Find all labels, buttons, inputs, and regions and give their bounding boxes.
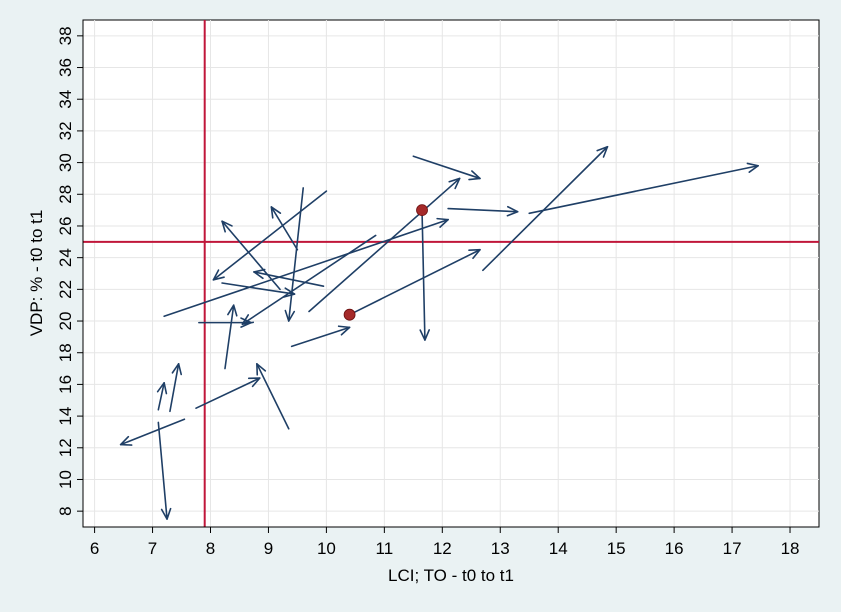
x-tick-label: 11 <box>376 539 394 558</box>
x-tick-label: 10 <box>317 539 336 558</box>
arrow-shaft <box>308 177 461 313</box>
arrow-shaft <box>221 220 281 291</box>
points <box>343 204 428 321</box>
arrow-head <box>156 382 168 395</box>
arrow-head <box>596 145 609 158</box>
arrow-head <box>506 205 519 217</box>
arrow-head <box>227 304 238 317</box>
arrow-head <box>448 177 461 190</box>
y-tick-label: 20 <box>56 312 75 331</box>
arrow-head <box>256 363 267 376</box>
y-tick-label: 22 <box>56 280 75 299</box>
x-tick-label: 14 <box>549 539 568 558</box>
y-tick-label: 10 <box>56 470 75 489</box>
arrow-head <box>419 329 430 341</box>
arrow-shaft <box>287 187 305 322</box>
arrow-shaft <box>241 234 377 326</box>
y-axis-title: VDP: % - t0 to t1 <box>27 210 46 337</box>
y-tick-label: 32 <box>56 121 75 140</box>
arrow-shaft <box>270 206 299 251</box>
x-tick-label: 12 <box>433 539 452 558</box>
x-tick-label: 9 <box>264 539 273 558</box>
arrow-head <box>436 217 449 228</box>
x-tick-label: 6 <box>90 539 99 558</box>
arrow-shaft <box>169 363 180 413</box>
arrow-shaft <box>224 304 235 370</box>
x-tick-label: 18 <box>781 539 800 558</box>
y-tick-label: 14 <box>56 407 75 426</box>
arrow-head <box>468 248 481 260</box>
arrow-head <box>284 309 296 322</box>
arrow-head <box>221 220 233 233</box>
arrow-shaft <box>290 326 351 348</box>
y-tick-label: 18 <box>56 343 75 362</box>
arrow-head <box>171 363 183 376</box>
arrow-shaft <box>221 282 296 295</box>
arrows <box>119 145 759 520</box>
arrow-shaft <box>447 207 519 213</box>
y-tick-label: 36 <box>56 58 75 77</box>
arrow-shaft <box>163 218 449 318</box>
arrow-head <box>253 268 266 280</box>
y-tick-label: 30 <box>56 153 75 172</box>
arrow-head <box>247 377 261 388</box>
x-tick-label: 8 <box>206 539 215 558</box>
y-tick-label: 26 <box>56 217 75 236</box>
arrow-head <box>240 317 252 328</box>
arrow-head <box>337 325 351 336</box>
arrow-head <box>160 507 172 520</box>
x-axis-title: LCI; TO - t0 to t1 <box>388 566 514 585</box>
arrow-head <box>270 206 282 219</box>
arrow-head <box>746 162 759 173</box>
arrow-shaft <box>157 382 165 411</box>
arrow-shaft <box>256 363 290 430</box>
arrow-shaft <box>212 190 328 281</box>
y-tick-label: 8 <box>56 506 75 515</box>
arrow-head <box>468 170 481 181</box>
x-tick-label: 17 <box>723 539 742 558</box>
grid <box>83 20 819 527</box>
arrow-head <box>283 287 296 298</box>
plot-area <box>82 19 820 528</box>
x-tick-label: 7 <box>148 539 157 558</box>
y-tick-label: 24 <box>56 248 75 267</box>
y-tick-label: 16 <box>56 375 75 394</box>
arrow-shaft <box>195 377 261 409</box>
x-tick-label: 15 <box>607 539 626 558</box>
y-tick-label: 12 <box>56 438 75 457</box>
arrow-shaft <box>412 155 481 180</box>
x-tick-label: 16 <box>665 539 684 558</box>
x-tick-label: 13 <box>491 539 510 558</box>
y-tick-label: 38 <box>56 26 75 45</box>
y-tick-label: 28 <box>56 185 75 204</box>
y-tick-label: 34 <box>56 90 75 109</box>
arrow-shaft <box>421 209 426 341</box>
arrow-shaft <box>253 271 325 287</box>
arrow-shaft <box>157 421 168 520</box>
data-point <box>343 308 356 321</box>
arrow-shaft <box>528 164 759 215</box>
data-point <box>416 204 428 217</box>
axes: 6 7 8 9 10 11 12 13 14 15 16 17 18 8 10 12 14 16 18 20 22 24 2… <box>56 20 819 558</box>
arrow-shaft <box>119 418 186 446</box>
arrow-head <box>119 435 133 446</box>
arrow-shaft <box>348 248 481 316</box>
arrow-head <box>212 269 225 281</box>
arrow-shaft <box>482 145 609 272</box>
reference-lines <box>83 20 819 527</box>
